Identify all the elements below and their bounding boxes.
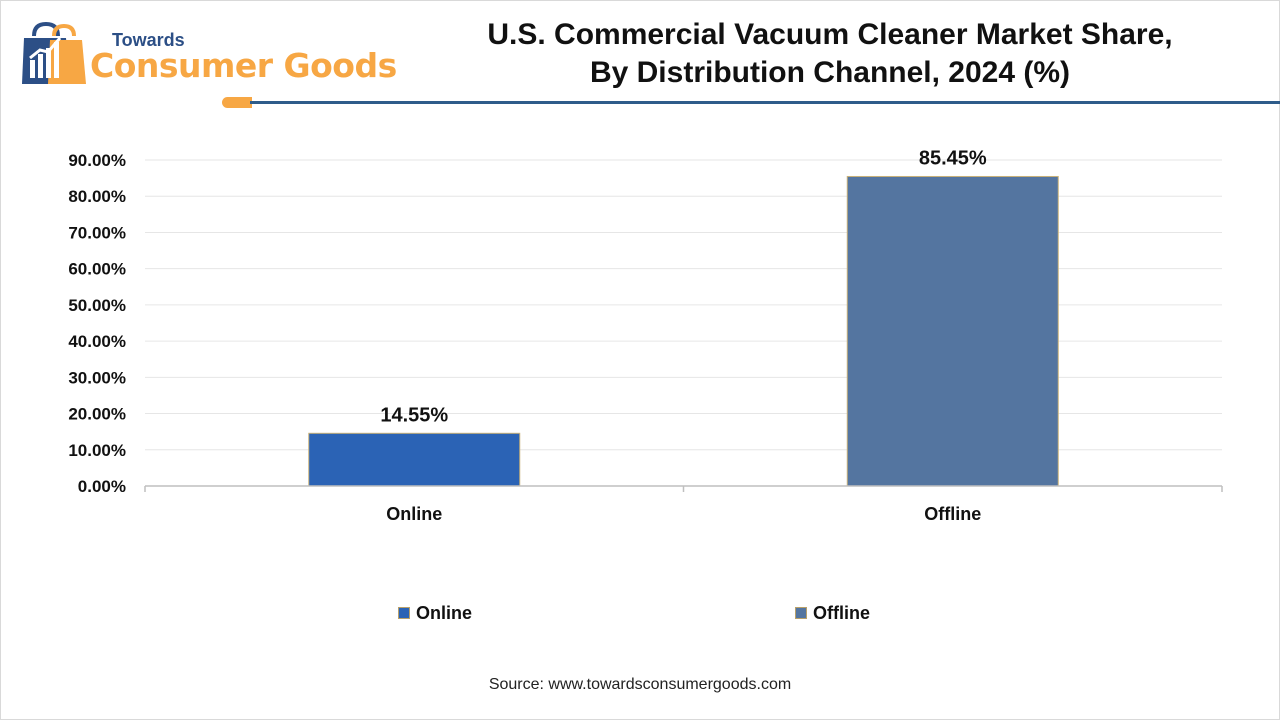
y-tick-label: 60.00% — [68, 260, 126, 279]
x-tick-label-online: Online — [386, 504, 442, 524]
data-label-online: 14.55% — [380, 404, 448, 426]
legend-item-offline: Offline — [795, 603, 870, 623]
source-note: Source: www.towardsconsumergoods.com — [488, 676, 792, 693]
legend-label-online: Online — [416, 602, 473, 623]
y-tick-label: 90.00% — [68, 151, 126, 170]
y-tick-label: 20.00% — [68, 405, 126, 424]
title-line-1: U.S. Commercial Vacuum Cleaner Market Sh… — [487, 18, 1173, 51]
grid-lines — [145, 159, 1222, 451]
data-label-offline: 85.45% — [919, 147, 987, 169]
page-title: U.S. Commercial Vacuum Cleaner Market Sh… — [430, 16, 1230, 92]
legend-swatch-online — [398, 607, 410, 619]
bar-offline — [846, 175, 1059, 487]
legend-swatch-offline — [795, 607, 807, 619]
legend-item-online: Online — [398, 603, 472, 623]
x-axis: Online Offline — [144, 485, 1223, 524]
y-tick-label: 70.00% — [68, 223, 126, 242]
y-tick-label: 80.00% — [68, 187, 126, 206]
y-tick-label: 40.00% — [68, 332, 126, 351]
y-tick-label: 30.00% — [68, 368, 126, 387]
y-tick-label: 10.00% — [68, 441, 126, 460]
header-rule — [250, 101, 1280, 104]
logo-top-text: Towards — [112, 30, 185, 50]
data-labels: 14.55% 85.45% — [380, 147, 987, 426]
shopping-bag-icon — [22, 21, 86, 84]
y-tick-label: 50.00% — [68, 296, 126, 315]
bars — [308, 175, 1059, 487]
legend-label-offline: Offline — [813, 602, 870, 623]
logo-main-text: Consumer Goods — [90, 46, 397, 85]
x-tick-label-offline: Offline — [924, 504, 981, 524]
title-line-2: By Distribution Channel, 2024 (%) — [589, 56, 1071, 89]
bar-online — [308, 432, 521, 487]
header-accent — [222, 97, 252, 108]
brand-logo: Towards Consumer Goods — [20, 20, 397, 90]
y-axis: 0.00% 10.00% 20.00% 30.00% 40.00% 50.00% 60.00… — [68, 151, 126, 496]
y-tick-label: 0.00% — [78, 477, 126, 496]
